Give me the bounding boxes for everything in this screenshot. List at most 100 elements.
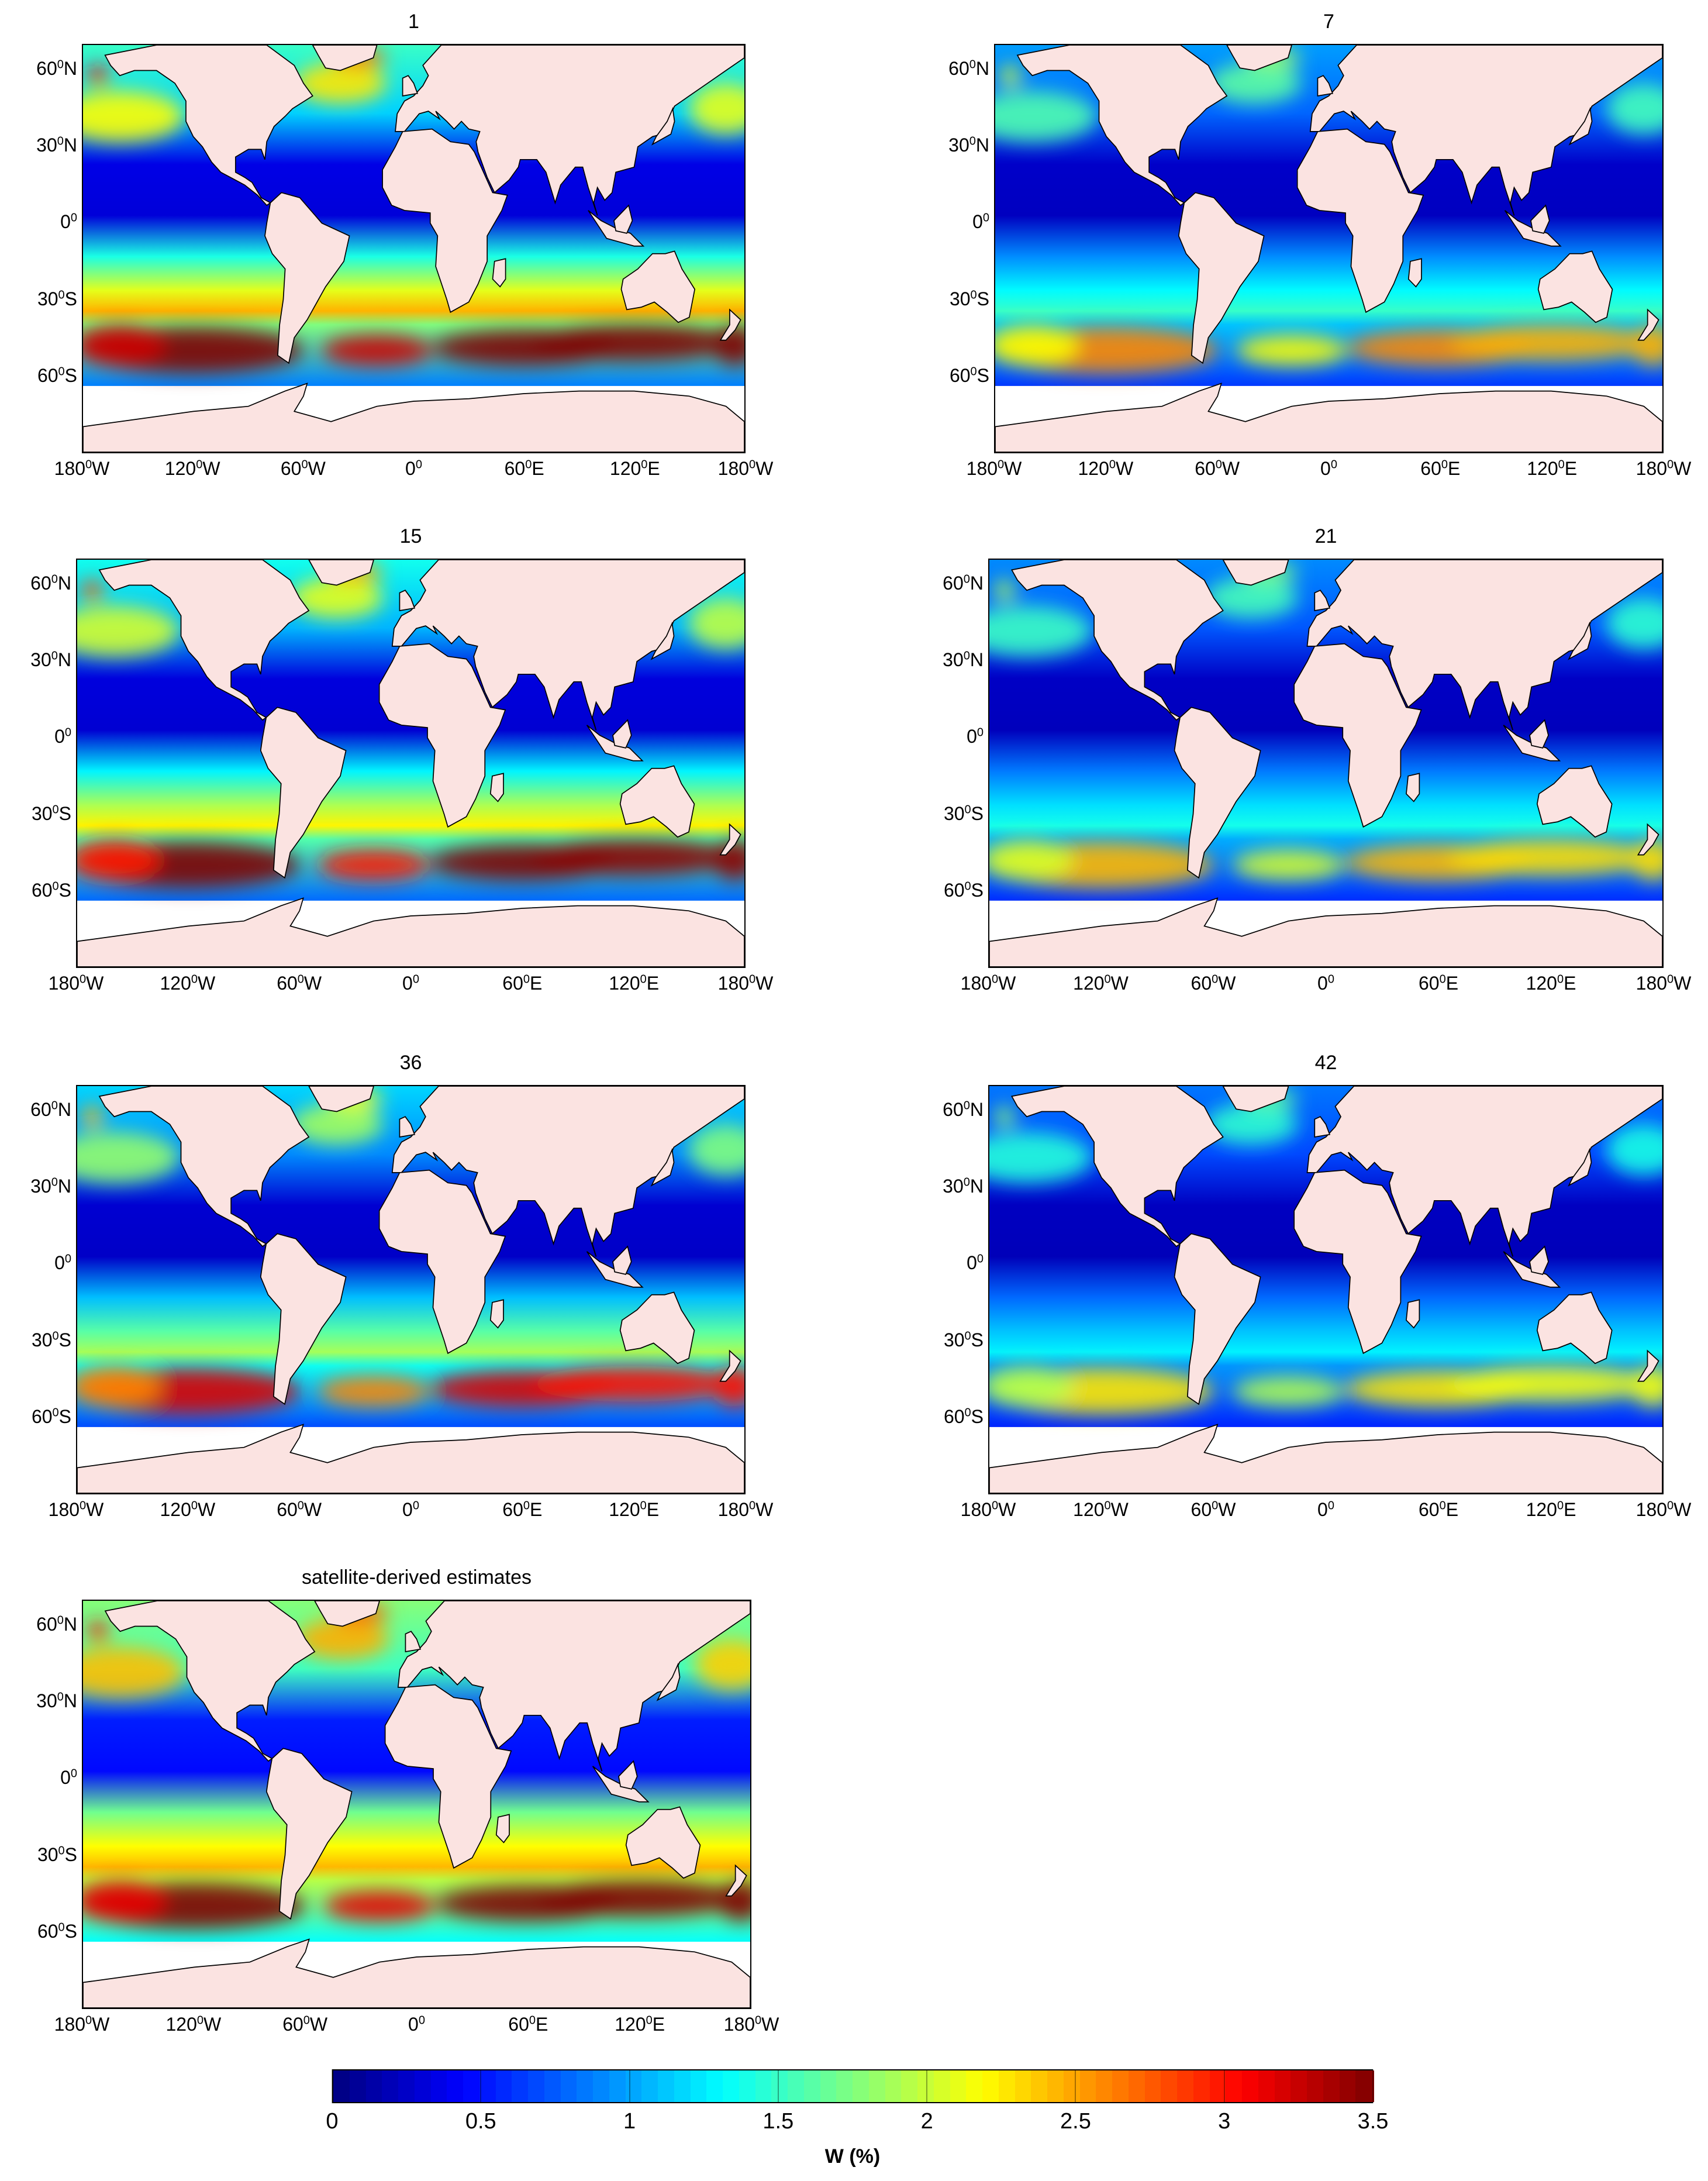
- land-africa: [1293, 643, 1422, 828]
- colorbar-segment: [1177, 2070, 1196, 2102]
- hotspot: [989, 1132, 1092, 1183]
- latitude-label: 600N: [30, 572, 71, 594]
- land-africa: [378, 643, 506, 828]
- land-uk: [405, 1631, 422, 1653]
- longitude-label: 1800W: [48, 1499, 104, 1520]
- longitude-label: 1200W: [160, 973, 216, 994]
- hotspot: [1204, 1104, 1298, 1145]
- map-frame: [988, 559, 1664, 968]
- longitude-label: 1800W: [723, 2014, 779, 2035]
- colorbar-label: W (%): [824, 2145, 881, 2168]
- panel-title: 21: [1314, 525, 1337, 547]
- colorbar-tick-mark: [1075, 2069, 1076, 2103]
- land-eurasia: [391, 560, 744, 731]
- longitude-label: 1800W: [960, 973, 1016, 994]
- colorbar-segment: [349, 2070, 368, 2102]
- map-frame: [76, 559, 746, 968]
- colorbar-segment: [414, 2070, 433, 2102]
- longitude-label: 00: [405, 458, 422, 479]
- hotspot: [531, 1366, 736, 1402]
- latitude-label: 00: [60, 211, 77, 233]
- latitude-label: 300N: [943, 1176, 984, 1197]
- colorbar-segment: [820, 2070, 839, 2102]
- land-newZealand: [725, 1864, 747, 1897]
- colorbar-segment: [755, 2070, 774, 2102]
- land-africa: [382, 128, 508, 313]
- hotspot: [294, 63, 387, 104]
- hotspot: [531, 839, 736, 876]
- longitude-label: 600W: [1191, 1499, 1236, 1520]
- hotspot: [77, 1132, 180, 1183]
- land-northAmerica: [98, 560, 310, 721]
- land-greenland: [1222, 1086, 1289, 1112]
- land-africa: [1296, 128, 1424, 313]
- longitude-label: 1800W: [1635, 458, 1692, 479]
- colorbar-segment: [706, 2070, 725, 2102]
- land-uk: [1317, 75, 1334, 97]
- land-greenland: [314, 1601, 380, 1627]
- colorbar-segment: [771, 2070, 790, 2102]
- map-frame: [994, 44, 1664, 453]
- latitude-label: 600S: [37, 364, 77, 386]
- land-eurasia: [1306, 560, 1662, 731]
- panel-title: satellite-derived estimates: [301, 1566, 532, 1589]
- land-uk: [399, 590, 416, 612]
- colorbar-segment: [950, 2070, 968, 2102]
- longitude-label: 1200E: [1527, 458, 1578, 479]
- land-australia: [1537, 250, 1613, 323]
- land-australia: [619, 765, 695, 838]
- colorbar-tick-label: 3.5: [1357, 2109, 1389, 2134]
- latitude-label: 300N: [30, 649, 71, 670]
- wave-hotspots: [77, 1088, 744, 1415]
- latitude-label: 300N: [943, 649, 984, 670]
- hotspot: [1630, 1366, 1662, 1407]
- longitude-label: 1800W: [48, 973, 104, 994]
- land-africa: [384, 1684, 512, 1869]
- colorbar-segment: [1242, 2070, 1261, 2102]
- hotspot: [1631, 325, 1662, 366]
- colorbar-tick-label: 0: [326, 2109, 339, 2134]
- colorbar-segment: [447, 2070, 465, 2102]
- colorbar-segment: [560, 2070, 579, 2102]
- land-southAmerica: [260, 1233, 347, 1405]
- hotspot: [83, 325, 166, 366]
- colorbar-segment: [1015, 2070, 1033, 2102]
- land-newZealand: [719, 308, 741, 341]
- latitude-label: 600S: [943, 1405, 984, 1427]
- colorbar-segment: [1209, 2070, 1228, 2102]
- hotspot: [995, 91, 1098, 142]
- colorbar-segment: [1339, 2070, 1358, 2102]
- colorbar-segment: [641, 2070, 660, 2102]
- hotspot: [1232, 849, 1345, 881]
- land-greenland: [308, 560, 374, 586]
- hotspot: [688, 598, 744, 649]
- colorbar-segment: [1047, 2070, 1066, 2102]
- colorbar-tick-label: 1.5: [762, 2109, 794, 2134]
- longitude-label: 600W: [277, 1499, 322, 1520]
- colorbar-segment: [382, 2070, 401, 2102]
- longitude-label: 600E: [1420, 458, 1461, 479]
- land-japan: [650, 621, 675, 660]
- hotspot: [995, 325, 1079, 366]
- latitude-label: 600N: [943, 572, 984, 594]
- hotspot: [689, 83, 744, 135]
- land-southAmerica: [260, 707, 347, 879]
- land-borneo: [1529, 1245, 1549, 1275]
- latitude-label: 300S: [949, 288, 989, 309]
- land-uk: [402, 75, 418, 97]
- colorbar-tick-mark: [777, 2069, 779, 2103]
- land-japan: [1568, 1148, 1592, 1187]
- wave-hotspots: [995, 47, 1662, 374]
- land-japan: [1568, 621, 1592, 660]
- colorbar-segment: [917, 2070, 936, 2102]
- hotspot: [1606, 83, 1662, 135]
- latitude-label: 300N: [948, 135, 989, 156]
- map-frame: [76, 1085, 746, 1494]
- hotspot: [318, 849, 430, 881]
- hotspot: [1606, 598, 1662, 649]
- land-antarctica: [989, 897, 1662, 967]
- longitude-label: 00: [402, 1499, 419, 1520]
- hotspot: [77, 605, 180, 657]
- longitude-label: 1800W: [54, 2014, 110, 2035]
- longitude-label: 1200E: [1526, 973, 1576, 994]
